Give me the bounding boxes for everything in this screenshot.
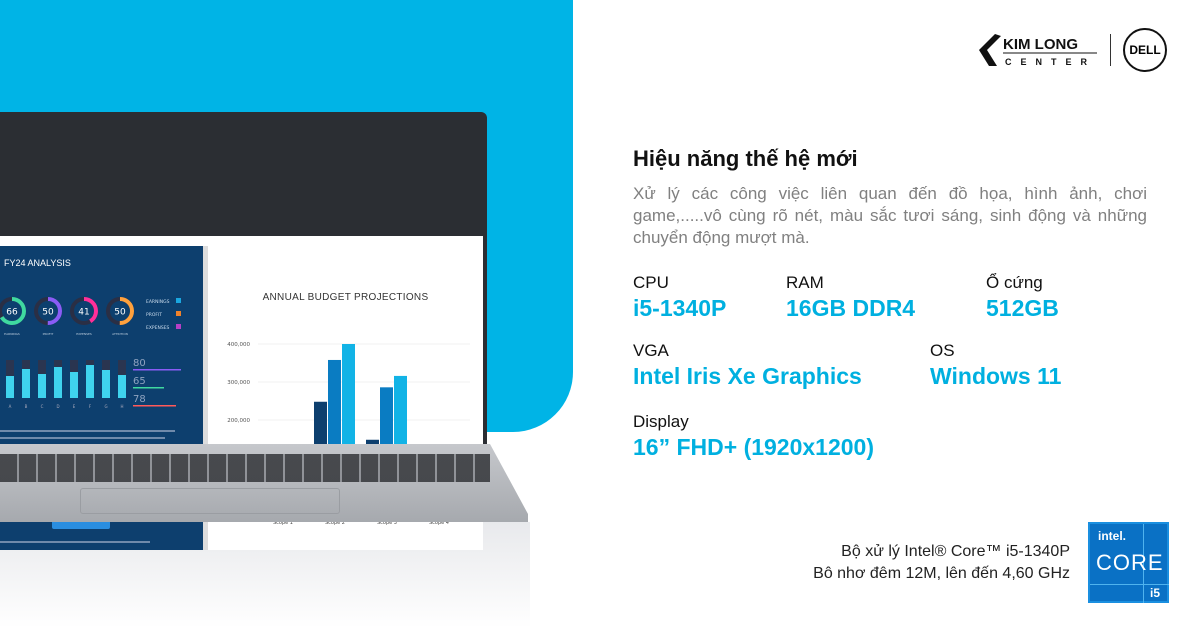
lorem-line	[0, 437, 165, 439]
keyboard	[0, 454, 490, 482]
stat-value: 65	[133, 376, 146, 387]
group-label: Scope 1	[273, 520, 293, 526]
dashboard-title: FY24 ANALYSIS	[4, 258, 71, 268]
chart-title: ANNUAL BUDGET PROJECTIONS	[262, 292, 429, 303]
gauge-label: ATTRITION	[112, 332, 128, 336]
cpu-info-line1: Bộ xử lý Intel® Core™ i5-1340P	[841, 543, 1070, 560]
y-tick-label: 400,000	[227, 342, 250, 348]
stat-bar	[133, 405, 176, 407]
gauge-arc	[0, 297, 26, 325]
lorem-line	[0, 541, 150, 543]
bar	[118, 375, 126, 398]
intel-core-i5-badge: intel. CORE i5	[1088, 522, 1169, 603]
gauge-label: EXPENSES	[76, 332, 92, 336]
dell-logo: DELL	[1123, 28, 1167, 72]
y-tick-label: 200,000	[227, 418, 250, 424]
group-label: Scope 4	[429, 520, 449, 526]
lorem-line	[0, 430, 175, 432]
gauge-label: PROFIT	[43, 332, 54, 336]
spec-value-vga: Intel Iris Xe Graphics	[633, 363, 862, 389]
bar-letter: B	[25, 404, 28, 409]
spec-label-ram: RAM	[786, 273, 824, 292]
bar	[6, 376, 14, 398]
bar-letter: E	[73, 404, 76, 409]
section-description: Xử lý các công việc liên quan đến đồ họa…	[633, 184, 1147, 247]
group-label: Scope 2	[325, 520, 345, 526]
gauge-value: 66	[6, 308, 18, 318]
legend-label: EARNINGS	[146, 299, 170, 305]
stat-bar	[133, 369, 181, 371]
bar	[70, 372, 78, 398]
legend-swatch	[176, 298, 181, 303]
stat-bar	[133, 387, 164, 389]
gauge-arc	[34, 297, 62, 325]
legend-label: PROFIT	[146, 312, 162, 318]
group-label: Scope 3	[377, 520, 397, 526]
gauge-label: EARNINGS	[4, 332, 20, 336]
spec-value-display: 16” FHD+ (1920x1200)	[633, 434, 875, 460]
bar	[102, 370, 110, 398]
bar-letter: A	[9, 404, 12, 409]
gauge-value: 41	[78, 308, 89, 318]
bar	[54, 367, 62, 398]
stat-value: 78	[133, 394, 146, 405]
gauge-arc	[70, 297, 98, 325]
logo-divider	[1110, 34, 1111, 66]
bar	[38, 374, 46, 398]
spec-label-os: OS	[930, 341, 955, 360]
bar-letter: F	[89, 404, 92, 409]
kim-long-center-logo: KIM LONG CENTER	[975, 32, 1100, 68]
bar-letter: D	[56, 404, 59, 409]
spec-value-cpu: i5-1340P	[633, 295, 727, 321]
bar-letter: H	[120, 404, 123, 409]
section-heading: Hiệu năng thế hệ mới	[633, 146, 858, 171]
y-tick-label: 300,000	[227, 380, 250, 386]
kim-long-logo-mark: KIM LONG CENTER	[979, 34, 1097, 67]
svg-text:CENTER: CENTER	[1005, 57, 1096, 67]
spec-label-vga: VGA	[633, 341, 669, 360]
spec-value-os: Windows 11	[930, 363, 1062, 389]
gauge-value: 50	[42, 308, 54, 318]
laptop-screen-bezel: FY24 ANALYSIS 66 EARNINGS 50 PROFIT 41 EXPENS…	[0, 112, 487, 550]
legend-swatch	[176, 324, 181, 329]
legend-label: EXPENSES	[146, 325, 170, 331]
gauge-value: 50	[114, 308, 126, 318]
spec-value-ram: 16GB DDR4	[786, 295, 916, 321]
intel-core-label: CORE	[1096, 550, 1164, 575]
intel-brand: intel.	[1098, 529, 1127, 543]
legend-swatch	[176, 311, 181, 316]
cpu-info: Bộ xử lý Intel® Core™ i5-1340P Bô nhơ đê…	[813, 541, 1070, 585]
spec-label-display: Display	[633, 412, 689, 431]
scrollbar[interactable]	[203, 246, 208, 550]
bar	[86, 365, 94, 398]
spec-value-storage: 512GB	[986, 295, 1059, 321]
svg-text:KIM LONG: KIM LONG	[1003, 36, 1078, 53]
spec-label-storage: Ổ cứng	[986, 273, 1043, 292]
bar-letter: G	[104, 404, 107, 409]
intel-tier: i5	[1150, 586, 1161, 600]
spec-label-cpu: CPU	[633, 273, 669, 292]
bar-letter: C	[41, 404, 44, 409]
gauge-arc	[106, 297, 134, 325]
touchpad	[80, 488, 340, 514]
stat-value: 80	[133, 358, 146, 369]
bar	[22, 369, 30, 398]
cpu-info-line2: Bô nhơ đêm 12M, lên đến 4,60 GHz	[813, 565, 1070, 582]
